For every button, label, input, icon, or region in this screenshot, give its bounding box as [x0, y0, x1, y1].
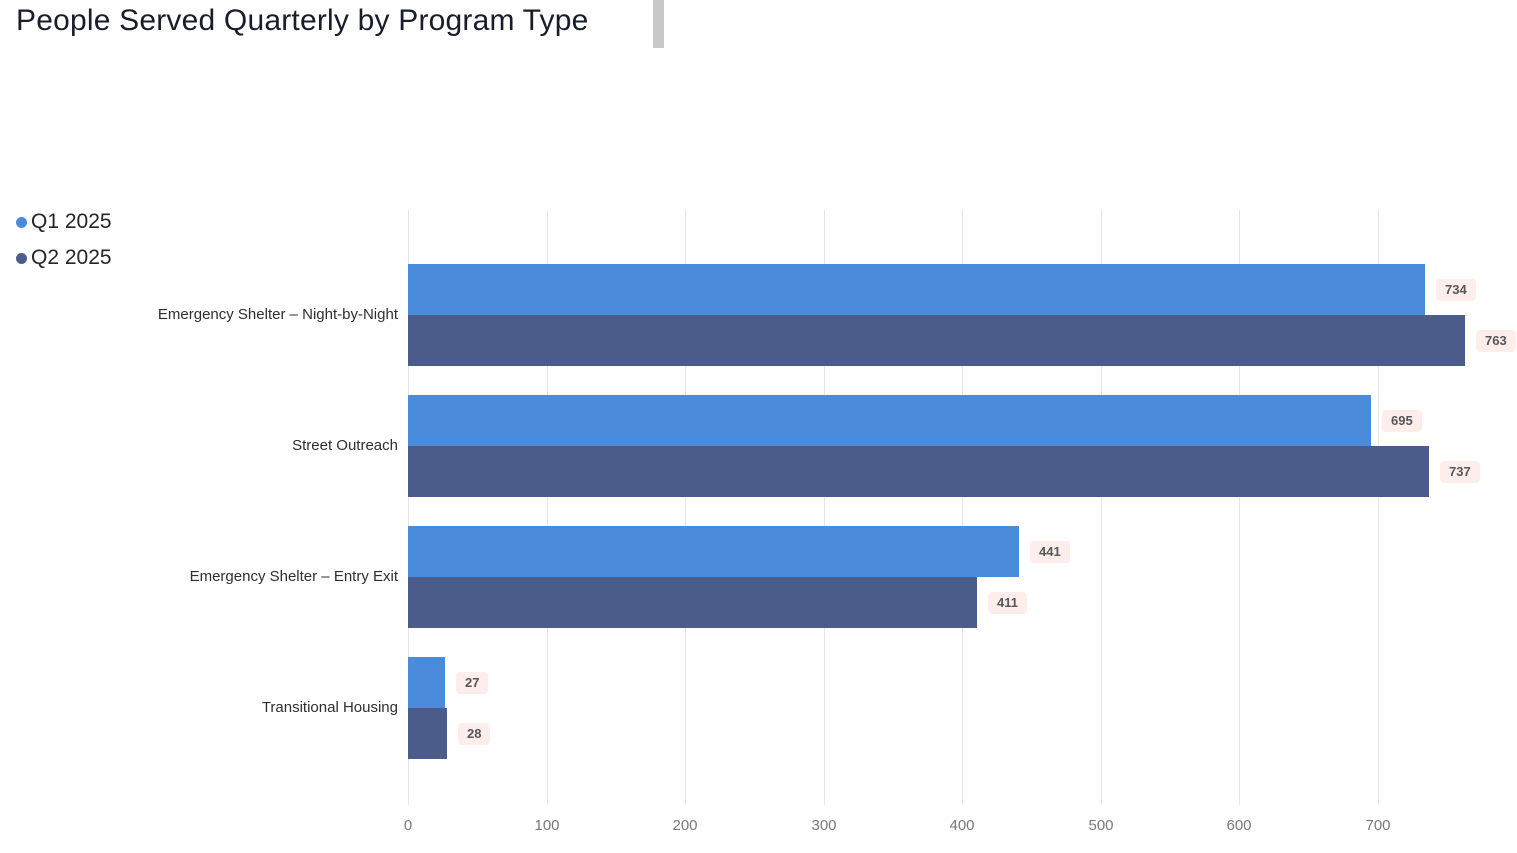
- bar-value-label: 411: [988, 592, 1027, 614]
- bar[interactable]: [408, 315, 1465, 366]
- x-axis-tick-label: 300: [811, 817, 837, 834]
- category-label: Street Outreach: [292, 437, 398, 454]
- bar-value-label: 27: [456, 672, 489, 694]
- bar[interactable]: [408, 708, 447, 759]
- bar-value-label: 695: [1382, 410, 1422, 432]
- bar-value-label: 28: [458, 723, 491, 745]
- legend-dot-q2-icon: [16, 252, 27, 264]
- category-label: Emergency Shelter – Night-by-Night: [157, 306, 398, 323]
- bar-value-label: 734: [1436, 279, 1476, 301]
- chart-legend: Q1 2025 Q2 2025: [16, 207, 112, 279]
- x-axis-tick-label: 500: [1088, 817, 1114, 834]
- bar-value-label: 441: [1030, 541, 1070, 563]
- gridline: [824, 210, 825, 805]
- x-axis-tick-label: 100: [534, 817, 560, 834]
- legend-dot-q1-icon: [16, 216, 27, 228]
- gridline: [1239, 210, 1240, 805]
- gridline: [1378, 210, 1379, 805]
- x-axis-tick-label: 200: [672, 817, 698, 834]
- bar-value-label: 737: [1440, 461, 1480, 483]
- title-resize-handle[interactable]: [653, 0, 664, 48]
- x-axis-tick-label: 700: [1365, 817, 1391, 834]
- bar[interactable]: [408, 577, 977, 628]
- bar[interactable]: [408, 526, 1019, 577]
- page-title: People Served Quarterly by Program Type: [16, 4, 589, 37]
- category-label: Transitional Housing: [261, 699, 398, 716]
- gridline: [547, 210, 548, 805]
- bar[interactable]: [408, 446, 1429, 497]
- legend-label-q1: Q1 2025: [31, 210, 112, 233]
- bar[interactable]: [408, 264, 1425, 315]
- legend-label-q2: Q2 2025: [31, 246, 112, 269]
- bar[interactable]: [408, 395, 1371, 446]
- bar[interactable]: [408, 657, 445, 708]
- bar-chart-plot-area: 734 763 Emergency Shelter – Night-by-Night…: [158, 210, 1516, 834]
- x-axis-tick-label: 0: [403, 817, 413, 834]
- bar-value-label: 763: [1476, 330, 1516, 352]
- category-label: Emergency Shelter – Entry Exit: [189, 568, 398, 585]
- x-axis-tick-label: 400: [949, 817, 975, 834]
- gridline: [1101, 210, 1102, 805]
- legend-item-q1-2025[interactable]: Q1 2025: [16, 207, 112, 237]
- x-axis-tick-label: 600: [1226, 817, 1252, 834]
- legend-item-q2-2025[interactable]: Q2 2025: [16, 243, 112, 273]
- gridline: [408, 210, 409, 805]
- gridline: [962, 210, 963, 805]
- gridline: [685, 210, 686, 805]
